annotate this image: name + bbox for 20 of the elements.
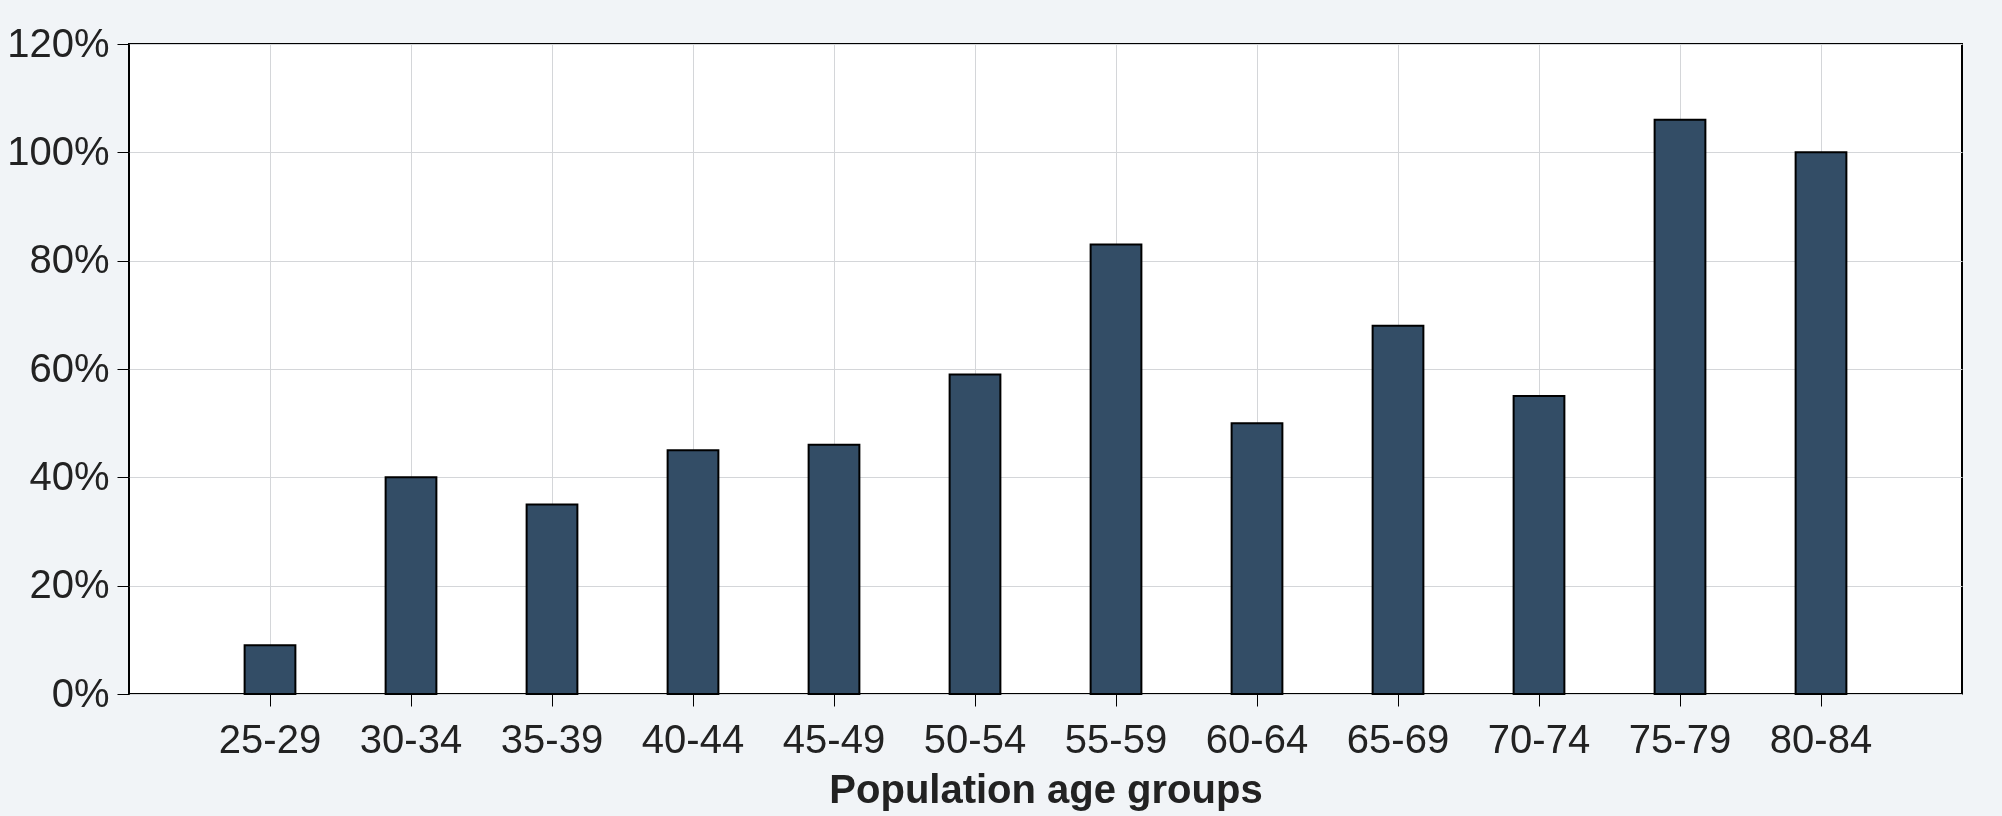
- x-tick-label: 55-59: [1064, 716, 1168, 761]
- x-tick-label: 60-64: [1205, 716, 1309, 761]
- x-tick-label: 70-74: [1487, 716, 1591, 761]
- x-tick-label: 75-79: [1628, 716, 1732, 761]
- x-tick-label: 25-29: [218, 716, 322, 761]
- y-tick-label: 0%: [51, 670, 110, 715]
- x-tick-label: 80-84: [1769, 716, 1873, 761]
- x-tick-label: 35-39: [500, 716, 604, 761]
- y-tick-label: 40%: [29, 453, 110, 498]
- y-tick-label: 80%: [29, 237, 110, 282]
- y-tick-label: 20%: [29, 562, 110, 607]
- x-tick-label: 30-34: [359, 716, 463, 761]
- x-tick-label: 40-44: [641, 716, 745, 761]
- y-tick-label: 120%: [7, 20, 110, 65]
- x-tick-label: 45-49: [782, 716, 886, 761]
- x-axis-title: Population age groups: [829, 766, 1263, 811]
- y-tick-label: 100%: [7, 128, 110, 173]
- x-tick-label: 65-69: [1346, 716, 1450, 761]
- y-tick-label: 60%: [29, 345, 110, 390]
- x-tick-label: 50-54: [923, 716, 1027, 761]
